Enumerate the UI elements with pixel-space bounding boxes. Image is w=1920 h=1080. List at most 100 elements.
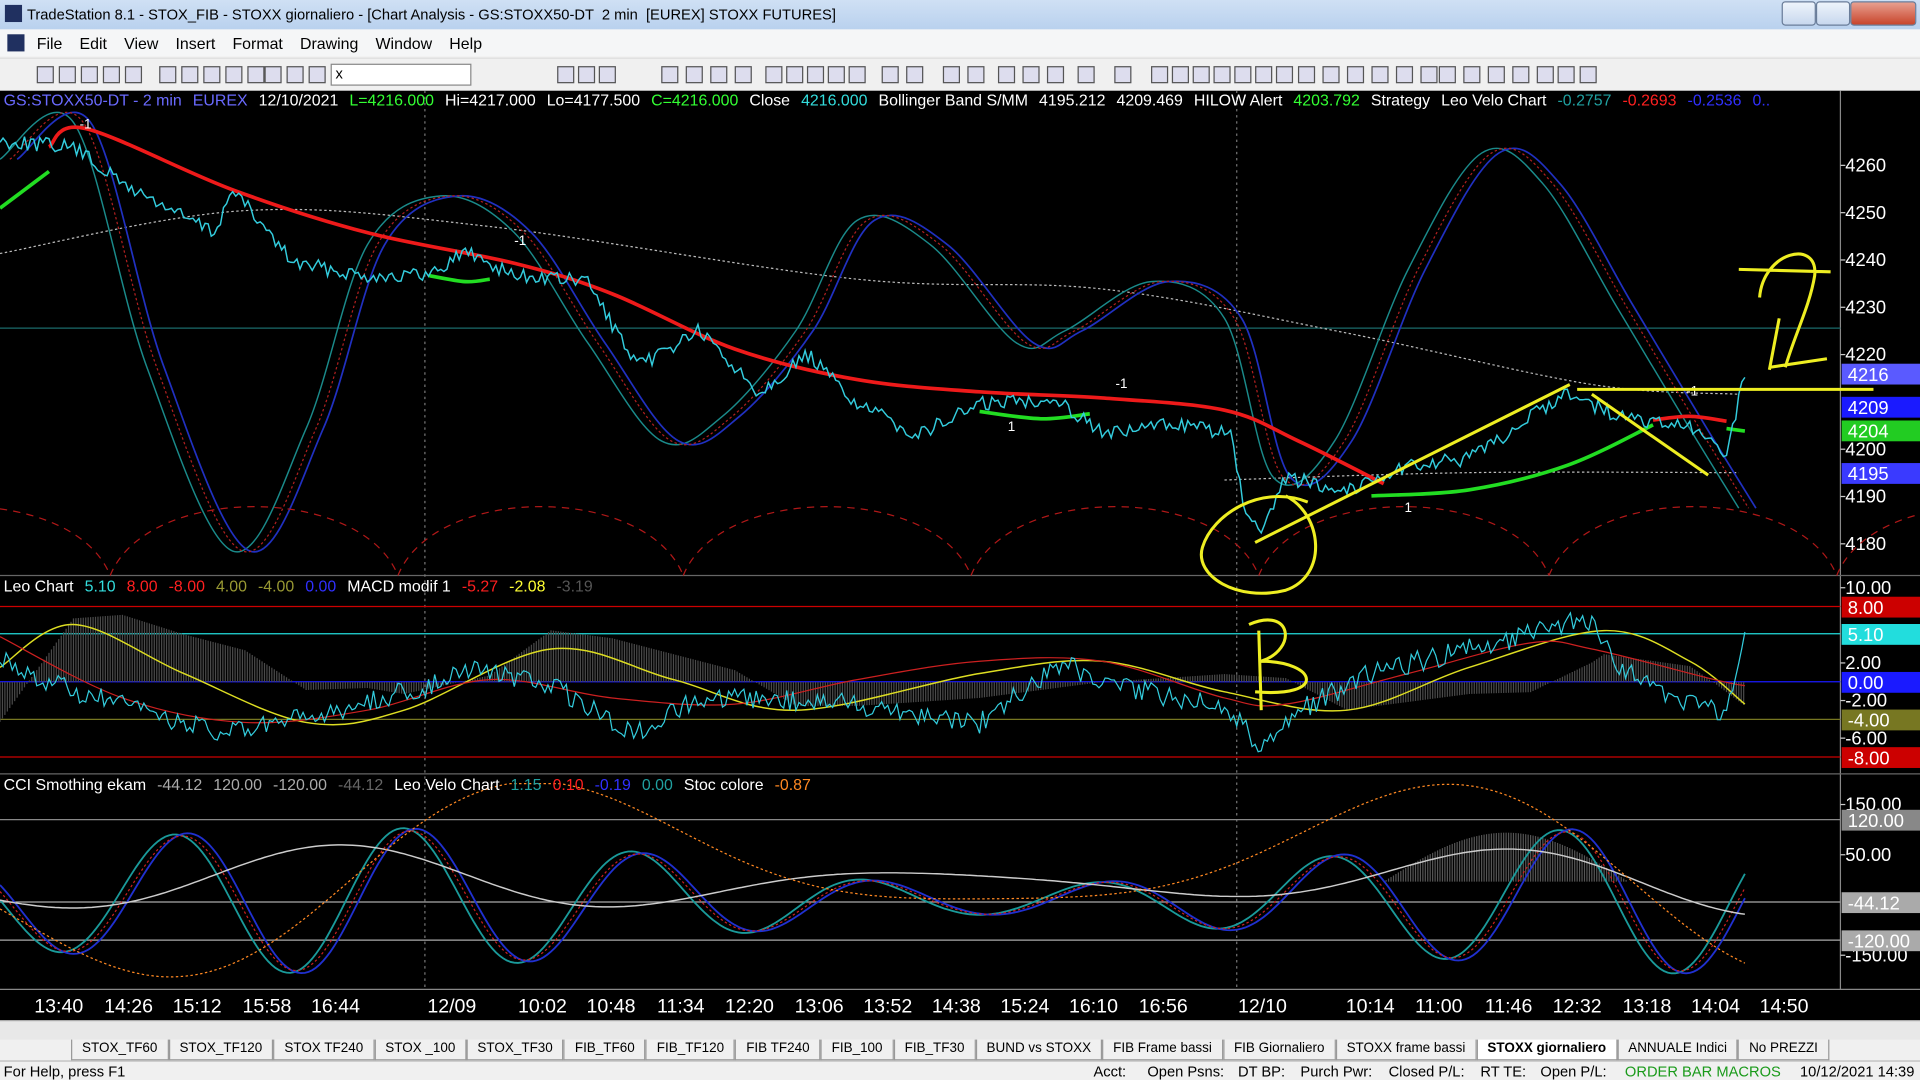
legend-text: 0.00 xyxy=(641,775,673,794)
indicator-tag-label: -44.12 xyxy=(1848,892,1900,913)
toolbar-button[interactable] xyxy=(1536,66,1554,84)
toolbar-button[interactable] xyxy=(1395,66,1414,84)
close-button[interactable] xyxy=(1850,1,1917,26)
toolbar-button[interactable] xyxy=(786,66,804,84)
toolbar-button[interactable] xyxy=(827,66,845,84)
toolbar-button[interactable] xyxy=(1512,66,1530,84)
toolbar-button[interactable] xyxy=(806,66,825,84)
menu-item[interactable]: Help xyxy=(449,33,483,53)
indicator-tag-label: 8.00 xyxy=(1848,597,1884,618)
toolbar-button[interactable] xyxy=(308,66,326,84)
symbol-combo[interactable]: x xyxy=(330,63,472,86)
toolbar-button[interactable] xyxy=(286,66,304,84)
menu-item[interactable]: Format xyxy=(232,33,283,53)
envelope-blue xyxy=(16,111,1757,553)
menu-item[interactable]: Edit xyxy=(79,33,107,53)
toolbar-button[interactable] xyxy=(1322,66,1340,84)
minimize-button[interactable] xyxy=(1781,1,1816,26)
time-label: 10:48 xyxy=(587,996,636,1018)
toolbar-button[interactable] xyxy=(58,66,76,84)
toolbar-button[interactable] xyxy=(848,66,866,84)
toolbar-button[interactable] xyxy=(1346,66,1365,84)
tab[interactable]: FIB Giornaliero xyxy=(1222,1039,1336,1061)
toolbar-button[interactable] xyxy=(1487,66,1505,84)
toolbar-button[interactable] xyxy=(203,66,221,84)
toolbar-button[interactable] xyxy=(225,66,243,84)
tab[interactable]: STOX_TF60 xyxy=(71,1039,169,1061)
tab[interactable]: FIB_100 xyxy=(820,1039,894,1061)
toolbar-button[interactable] xyxy=(1171,66,1189,84)
toolbar-button[interactable] xyxy=(1114,66,1132,84)
legend-text: Strategy xyxy=(1370,90,1431,109)
toolbar-button[interactable] xyxy=(247,66,265,84)
tab[interactable]: STOXX frame bassi xyxy=(1335,1039,1477,1061)
tab[interactable]: STOX_TF120 xyxy=(168,1039,274,1061)
legend-text: Hi=4217.000 xyxy=(444,90,536,109)
toolbar-button[interactable] xyxy=(1557,66,1575,84)
toolbar-button[interactable] xyxy=(577,66,596,84)
toolbar-button[interactable] xyxy=(765,66,783,84)
toolbar-button[interactable] xyxy=(102,66,121,84)
tab[interactable]: No PREZZI xyxy=(1738,1039,1829,1061)
toolbar-button[interactable] xyxy=(1192,66,1210,84)
cycle-arc xyxy=(970,506,1260,576)
tab[interactable]: FIB_TF120 xyxy=(645,1039,736,1061)
toolbar-button[interactable] xyxy=(124,66,143,84)
toolbar-button[interactable] xyxy=(1297,66,1316,84)
toolbar-button[interactable] xyxy=(997,66,1016,84)
toolbar-button[interactable] xyxy=(1255,66,1273,84)
tab[interactable]: FIB Frame bassi xyxy=(1102,1039,1223,1061)
tab[interactable]: FIB_TF60 xyxy=(563,1039,646,1061)
toolbar-button[interactable] xyxy=(734,66,752,84)
tab[interactable]: STOX TF240 xyxy=(273,1039,375,1061)
toolbar-button[interactable] xyxy=(967,66,985,84)
toolbar-button[interactable] xyxy=(557,66,575,84)
menu-item[interactable]: Insert xyxy=(175,33,216,53)
annotation-two xyxy=(1738,252,1831,371)
menu-item[interactable]: View xyxy=(124,33,159,53)
tab[interactable]: STOXX giornaliero xyxy=(1476,1039,1618,1061)
toolbar-button[interactable] xyxy=(881,66,899,84)
time-label: 16:56 xyxy=(1139,996,1188,1018)
toolbar-button[interactable] xyxy=(1022,66,1040,84)
toolbar-button[interactable] xyxy=(598,66,616,84)
tab[interactable]: STOX _100 xyxy=(374,1039,467,1061)
legend-text: 1.15 xyxy=(510,775,542,794)
toolbar-button[interactable] xyxy=(264,66,282,84)
toolbar-button[interactable] xyxy=(159,66,177,84)
toolbar-button[interactable] xyxy=(1420,66,1438,84)
toolbar-button[interactable] xyxy=(1046,66,1065,84)
maximize-button[interactable] xyxy=(1815,1,1851,26)
toolbar-button[interactable] xyxy=(1213,66,1231,84)
toolbar-button[interactable] xyxy=(906,66,924,84)
horizontal-scrollbar[interactable] xyxy=(0,1020,1920,1041)
toolbar-button[interactable] xyxy=(1463,66,1481,84)
tab[interactable]: FIB_TF30 xyxy=(893,1039,976,1061)
help-text: For Help, press F1 xyxy=(3,1062,126,1080)
toolbar-button[interactable] xyxy=(710,66,728,84)
toolbar-button[interactable] xyxy=(1579,66,1597,84)
toolbar-button[interactable] xyxy=(1275,66,1294,84)
menu-item[interactable]: Drawing xyxy=(300,33,359,53)
indicator-tag xyxy=(1841,809,1920,831)
toolbar-button[interactable] xyxy=(685,66,703,84)
menu-item[interactable]: Window xyxy=(375,33,433,53)
toolbar-button[interactable] xyxy=(80,66,98,84)
toolbar-button[interactable] xyxy=(181,66,199,84)
tab[interactable]: FIB TF240 xyxy=(735,1039,821,1061)
toolbar-button[interactable] xyxy=(942,66,961,84)
annotation-trendline xyxy=(1254,383,1571,544)
toolbar-button[interactable] xyxy=(1151,66,1169,84)
toolbar-button[interactable] xyxy=(1234,66,1252,84)
toolbar-button[interactable] xyxy=(1438,66,1456,84)
menu-item[interactable]: File xyxy=(36,33,63,53)
tab[interactable]: BUND vs STOXX xyxy=(975,1039,1103,1061)
toolbar-button[interactable] xyxy=(661,66,679,84)
toolbar-button[interactable] xyxy=(1371,66,1389,84)
time-label: 12/10 xyxy=(1238,996,1287,1018)
tab[interactable]: STOX_TF30 xyxy=(466,1039,564,1061)
indicator-tick-label: 150.00 xyxy=(1845,794,1901,815)
tab[interactable]: ANNUALE Indici xyxy=(1617,1039,1739,1061)
toolbar-button[interactable] xyxy=(1077,66,1095,84)
toolbar-button[interactable] xyxy=(36,66,54,84)
